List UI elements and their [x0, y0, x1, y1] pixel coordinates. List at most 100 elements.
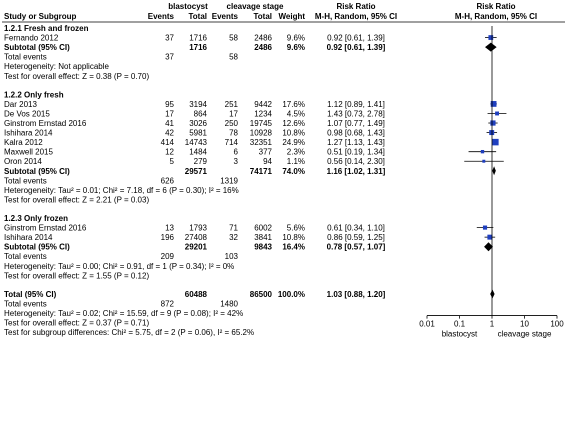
events-cleavage: 3: [234, 157, 239, 166]
header-method: M-H, Random, 95% CI: [315, 12, 397, 21]
study-risk-ratio: 0.61 [0.34, 1.10]: [327, 224, 385, 233]
study-name: Dar 2013: [4, 100, 37, 109]
study-risk-ratio: 1.27 [1.13, 1.43]: [327, 138, 385, 147]
total-blastocyst: 3194: [189, 100, 207, 109]
events-blastocyst: 5: [170, 157, 175, 166]
subtotal-total-blastocyst: 29201: [185, 243, 208, 252]
study-weight: 1.1%: [287, 157, 305, 166]
subtotal-weight: 9.6%: [287, 43, 305, 52]
total-cleavage: 6002: [254, 224, 272, 233]
total-cleavage: 19745: [250, 119, 273, 128]
total-cleavage: 1234: [254, 109, 272, 118]
study-risk-ratio: 1.12 [0.89, 1.41]: [327, 100, 385, 109]
subgroup-title: 1.2.1 Fresh and frozen: [4, 24, 89, 33]
subtotal-risk-ratio: 1.16 [1.02, 1.31]: [327, 167, 386, 176]
events-cleavage: 71: [229, 224, 238, 233]
study-risk-ratio: 0.56 [0.14, 2.30]: [327, 157, 385, 166]
overall-weight: 100.0%: [278, 290, 305, 299]
events-cleavage: 32: [229, 233, 238, 242]
study-name: Kalra 2012: [4, 138, 43, 147]
events-cleavage: 250: [225, 119, 239, 128]
subgroup-total-events-blastocyst: 37: [165, 53, 174, 62]
subgroup-stat-line: Test for overall effect: Z = 1.55 (P = 0…: [4, 271, 149, 280]
subgroup-stat-line: Heterogeneity: Not applicable: [4, 62, 110, 71]
study-risk-ratio: 0.98 [0.68, 1.43]: [327, 129, 385, 138]
overall-total-events-blastocyst: 872: [161, 300, 175, 309]
overall-total-events-label: Total events: [4, 300, 47, 309]
study-name: Oron 2014: [4, 157, 42, 166]
study-weight: 10.8%: [282, 129, 305, 138]
subtotal-weight: 16.4%: [282, 243, 305, 252]
study-weight: 2.3%: [287, 148, 305, 157]
subgroup-stat-line: Heterogeneity: Tau² = 0.00; Chi² = 0.91,…: [4, 262, 234, 271]
events-blastocyst: 41: [165, 119, 174, 128]
overall-total-events-cleavage: 1480: [220, 300, 238, 309]
study-marker: [482, 159, 486, 163]
events-blastocyst: 42: [165, 129, 174, 138]
study-marker: [487, 234, 493, 240]
events-cleavage: 251: [225, 100, 239, 109]
header-total-b: Total: [253, 12, 272, 21]
events-cleavage: 17: [229, 109, 238, 118]
overall-total-cleavage: 86500: [250, 290, 273, 299]
total-cleavage: 377: [259, 148, 273, 157]
x-tick-label: 100: [550, 320, 564, 329]
total-blastocyst: 1793: [189, 224, 207, 233]
total-cleavage: 9442: [254, 100, 272, 109]
study-name: Ishihara 2014: [4, 129, 53, 138]
subtotal-risk-ratio: 0.92 [0.61, 1.39]: [327, 43, 386, 52]
x-tick-label: 0.01: [419, 320, 435, 329]
total-blastocyst: 1484: [189, 148, 207, 157]
subgroup-total-events-cleavage: 58: [229, 53, 238, 62]
events-blastocyst: 95: [165, 100, 174, 109]
study-marker: [490, 120, 496, 126]
total-blastocyst: 27408: [185, 233, 208, 242]
total-blastocyst: 3026: [189, 119, 207, 128]
subtotal-total-blastocyst: 1716: [189, 43, 207, 52]
header-group-right: cleavage stage: [227, 2, 284, 11]
overall-stat-line: Heterogeneity: Tau² = 0.02; Chi² = 15.59…: [4, 309, 243, 318]
header-weight: Weight: [278, 12, 305, 21]
subtotal-label: Subtotal (95% CI): [4, 43, 70, 52]
header-events-b: Events: [212, 12, 239, 21]
subgroup-stat-line: Test for overall effect: Z = 2.21 (P = 0…: [4, 195, 149, 204]
study-weight: 4.5%: [287, 109, 305, 118]
study-marker: [492, 138, 499, 146]
study-marker: [480, 149, 485, 154]
header-rr-title: Risk Ratio: [336, 2, 375, 11]
total-cleavage: 32351: [250, 138, 273, 147]
study-name: Fernando 2012: [4, 34, 59, 43]
axis-label-right: cleavage stage: [498, 330, 552, 339]
header-rr-title-plot: Risk Ratio: [476, 2, 515, 11]
total-blastocyst: 1716: [189, 34, 207, 43]
subgroup-total-events-blastocyst: 626: [161, 176, 175, 185]
subgroup-total-events-label: Total events: [4, 176, 47, 185]
total-cleavage: 10928: [250, 129, 273, 138]
total-blastocyst: 279: [194, 157, 208, 166]
x-tick-label: 10: [520, 320, 529, 329]
study-weight: 9.6%: [287, 34, 305, 43]
table-header: blastocyst cleavage stage Risk Ratio Ris…: [2, 2, 565, 23]
header-events-a: Events: [148, 12, 175, 21]
study-name: Ginstrom Ernstad 2016: [4, 224, 87, 233]
x-tick-label: 0.1: [454, 320, 466, 329]
subtotal-total-blastocyst: 29571: [185, 167, 208, 176]
header-study: Study or Subgroup: [4, 12, 77, 21]
study-marker: [495, 111, 500, 116]
subtotal-weight: 74.0%: [282, 167, 305, 176]
study-risk-ratio: 0.51 [0.19, 1.34]: [327, 148, 385, 157]
overall-stat-line: Test for subgroup differences: Chi² = 5.…: [4, 328, 254, 337]
overall-label: Total (95% CI): [4, 290, 57, 299]
x-axis: 0.01 0.1 1 10 100 blastocyst cleavage stage: [419, 26, 564, 339]
events-cleavage: 6: [234, 148, 239, 157]
study-weight: 5.6%: [287, 224, 305, 233]
axis-label-left: blastocyst: [442, 330, 478, 339]
subtotal-total-cleavage: 9843: [254, 243, 272, 252]
events-cleavage: 78: [229, 129, 238, 138]
study-risk-ratio: 0.92 [0.61, 1.39]: [327, 34, 385, 43]
study-name: Maxwell 2015: [4, 148, 53, 157]
total-cleavage: 94: [263, 157, 272, 166]
x-tick-label: 1: [490, 320, 495, 329]
